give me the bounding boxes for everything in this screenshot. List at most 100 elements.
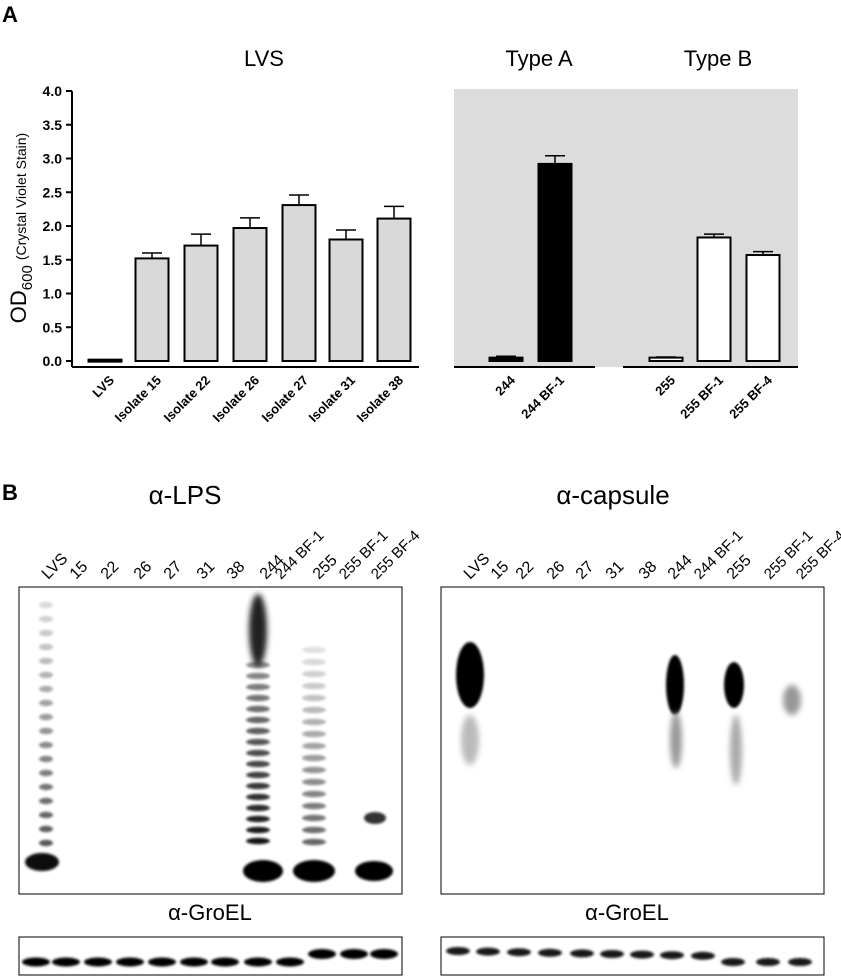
- panel-a-label: A: [2, 2, 18, 27]
- ladder-band: [246, 694, 270, 702]
- y-tick-label: 0.0: [43, 353, 63, 369]
- lps-ladder-255: [302, 646, 326, 846]
- ladder-band: [39, 657, 53, 665]
- lane-label: 244: [665, 552, 696, 583]
- ladder-band: [246, 661, 270, 669]
- y-tick-label: 3.5: [43, 117, 63, 133]
- lps-core-band-255bf4: [355, 861, 393, 881]
- ladder-band: [246, 771, 270, 779]
- ladder-band: [302, 742, 326, 750]
- groel-band: [22, 957, 50, 967]
- bar-chart-bars: [87, 155, 781, 363]
- lps-core-band-255: [293, 860, 335, 882]
- ladder-band: [302, 766, 326, 774]
- lane-label: LVS: [39, 550, 72, 583]
- lps-band-255bf4-upper: [364, 812, 386, 824]
- y-axis-title-paren: (Crystal Violet Stain): [13, 133, 29, 260]
- x-tick-label: 255 BF-4: [726, 372, 775, 421]
- x-tick-label: 244: [492, 372, 518, 398]
- lane-label: 27: [161, 558, 186, 583]
- loading-label-right: α-GroEL: [585, 900, 669, 925]
- groel-band: [788, 958, 812, 966]
- ladder-band: [246, 683, 270, 691]
- lane-label: 26: [544, 558, 569, 583]
- groel-band: [660, 951, 684, 960]
- capsule-band-255: [724, 662, 744, 708]
- ladder-band: [39, 741, 53, 749]
- bar: [328, 238, 364, 362]
- groel-band: [308, 949, 336, 959]
- ladder-band: [302, 802, 326, 810]
- groel-blot-left: [18, 936, 403, 976]
- x-tick-label: Isolate 26: [210, 373, 263, 426]
- lane-label: 38: [636, 558, 661, 583]
- bar: [648, 356, 684, 362]
- ladder-band: [302, 646, 326, 654]
- y-tick-label: 1.5: [43, 252, 63, 268]
- ladder-band: [39, 755, 53, 763]
- lane-label: 22: [513, 558, 538, 583]
- groel-band: [276, 957, 304, 967]
- bar: [87, 358, 123, 363]
- ladder-band: [302, 838, 326, 846]
- y-tick-label: 3.0: [43, 151, 63, 167]
- panel-b-label: B: [2, 480, 18, 505]
- lps-core-band-244: [243, 860, 283, 882]
- x-tick-label: Isolate 31: [306, 373, 359, 426]
- groel-band: [148, 957, 176, 967]
- x-tick-label: Isolate 22: [161, 373, 214, 426]
- ladder-band: [39, 769, 53, 777]
- group-label-type-a: Type A: [505, 46, 573, 71]
- x-tick-label: 255 BF-1: [677, 373, 726, 422]
- capsule-band-255bf4: [783, 685, 801, 715]
- lane-label: 31: [603, 558, 628, 583]
- x-tick-label: Isolate 15: [112, 373, 165, 426]
- ladder-band: [302, 730, 326, 738]
- lps-smear-244: [249, 594, 267, 666]
- y-tick-label: 1.0: [43, 286, 63, 302]
- ladder-band: [246, 672, 270, 680]
- ladder-band: [246, 826, 270, 834]
- ladder-band: [302, 658, 326, 666]
- lane-label: 27: [573, 558, 598, 583]
- lane-label: 26: [131, 558, 156, 583]
- x-tick-label: Isolate 38: [354, 373, 407, 426]
- groel-band: [476, 947, 500, 956]
- ladder-band: [302, 814, 326, 822]
- ladder-band: [39, 713, 53, 721]
- bar: [183, 244, 219, 362]
- y-tick-label: 2.0: [43, 218, 63, 234]
- ladder-band: [246, 749, 270, 757]
- groel-band: [84, 957, 112, 967]
- bar: [488, 356, 524, 362]
- lane-label: 255: [310, 552, 341, 583]
- bar: [376, 217, 412, 362]
- group-label-type-b: Type B: [684, 46, 752, 71]
- ladder-band: [39, 811, 53, 819]
- ladder-band: [246, 727, 270, 735]
- y-tick-label: 4.0: [43, 83, 63, 99]
- ladder-band: [302, 754, 326, 762]
- groel-band: [756, 958, 780, 966]
- groel-band: [116, 957, 144, 967]
- blot-title-lps: α-LPS: [149, 480, 222, 510]
- groel-band: [721, 958, 745, 966]
- blot-capsule-bands: [456, 642, 801, 785]
- bar: [281, 204, 317, 362]
- ladder-band: [39, 685, 53, 693]
- ladder-band: [302, 718, 326, 726]
- x-tick-label: LVS: [89, 372, 117, 400]
- ladder-band: [39, 643, 53, 651]
- y-axis-title-main: OD: [6, 290, 31, 323]
- ladder-band: [302, 694, 326, 702]
- group-label-lvs: LVS: [244, 46, 284, 71]
- lps-core-band-lvs: [25, 853, 59, 871]
- groel-band: [52, 957, 80, 967]
- ladder-band: [302, 706, 326, 714]
- svg-text:OD600(Crystal Violet Stain): OD600 (Crystal Violet Stain): [6, 133, 36, 323]
- x-tick-label: 244 BF-1: [518, 373, 567, 422]
